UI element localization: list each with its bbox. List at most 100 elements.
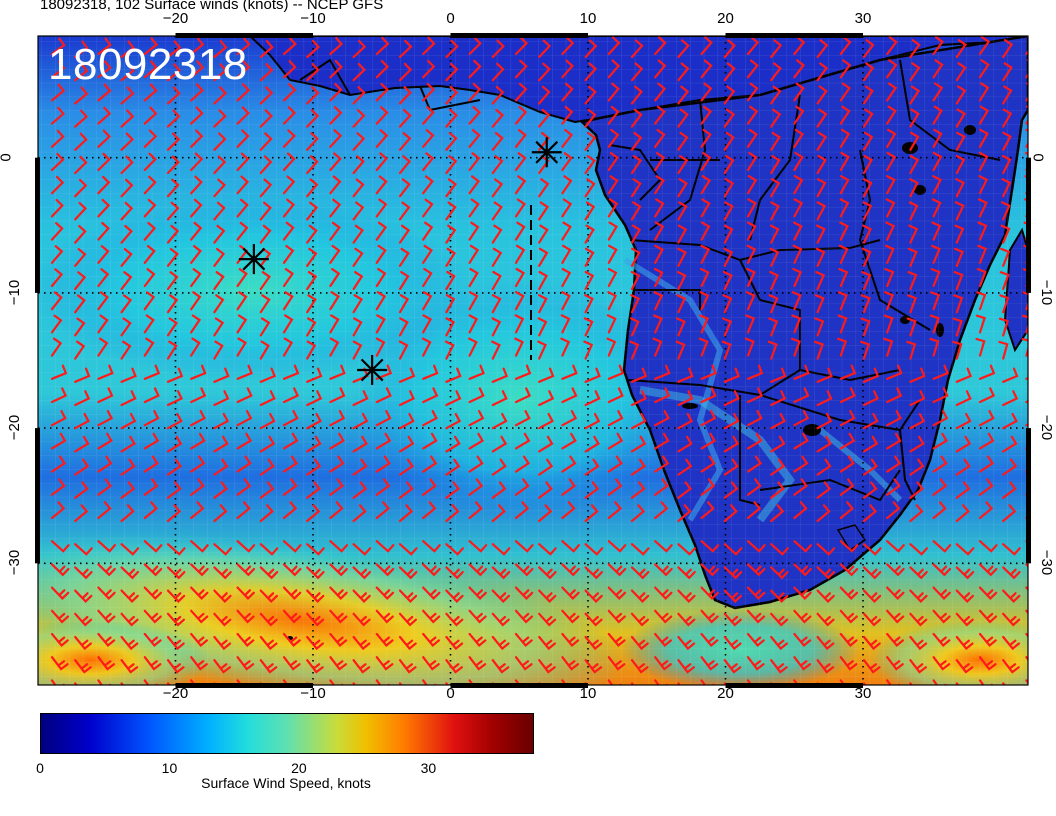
wind-barb — [723, 155, 735, 175]
lon-tick-bottom: −20 — [162, 685, 189, 702]
wind-barb — [259, 40, 274, 59]
wind-barb — [329, 129, 343, 148]
wind-barb — [120, 40, 135, 59]
wind-barb — [282, 455, 299, 473]
wind-barb — [282, 478, 298, 496]
lon-tick-top: 20 — [717, 10, 734, 27]
wind-barb — [746, 128, 758, 148]
wind-barb — [398, 39, 413, 59]
wind-barb — [978, 59, 990, 79]
wind-barb — [236, 656, 255, 671]
wind-barb — [143, 563, 163, 577]
wind-barb — [143, 387, 160, 404]
wind-barb — [538, 39, 552, 59]
wind-barb — [468, 221, 480, 241]
wind-barb — [282, 37, 297, 56]
wind-barb — [584, 270, 595, 291]
wind-barb — [74, 458, 90, 476]
wind-barb — [839, 632, 858, 648]
wind-barb — [677, 201, 688, 221]
wind-barb — [952, 317, 963, 337]
wind-barb — [213, 201, 226, 221]
lat-tick-right: −20 — [1038, 414, 1056, 441]
wind-barb — [422, 540, 441, 553]
wind-barb — [213, 224, 226, 244]
wind-barb — [236, 37, 251, 56]
wind-barb — [561, 152, 573, 172]
wind-barb — [50, 245, 64, 264]
wind-barb — [654, 105, 666, 125]
wind-barb — [514, 501, 530, 520]
wind-barb — [560, 314, 571, 334]
wind-barb — [282, 540, 302, 553]
wind-barb — [1002, 108, 1013, 128]
wind-barb — [561, 501, 576, 520]
wind-barb — [50, 314, 63, 334]
wind-barb — [166, 612, 185, 627]
wind-barb — [97, 314, 109, 334]
wind-barb — [468, 291, 479, 311]
wind-barb — [723, 412, 740, 430]
wind-barb — [120, 390, 137, 407]
wind-barb — [538, 390, 555, 407]
wind-barb — [143, 221, 157, 241]
wind-barb — [282, 586, 302, 600]
wind-barb — [909, 504, 924, 523]
wind-barb — [190, 563, 209, 577]
wind-barb — [654, 364, 671, 380]
wind-barb — [816, 612, 835, 627]
wind-barb — [445, 635, 464, 651]
wind-barb — [607, 432, 624, 450]
wind-barb — [398, 412, 415, 430]
wind-barb — [50, 632, 69, 648]
wind-barb — [236, 291, 248, 311]
wind-barb — [514, 244, 526, 264]
wind-barb — [607, 152, 619, 172]
wind-barb — [839, 540, 859, 553]
wind-barb — [584, 458, 600, 476]
wind-barb — [74, 566, 93, 580]
wind-barb — [352, 294, 364, 314]
wind-barb — [213, 589, 232, 603]
wind-barb — [236, 60, 251, 79]
wind-barb — [306, 504, 321, 523]
wind-barb — [861, 271, 872, 291]
wind-barb — [375, 314, 386, 334]
wind-barb — [375, 83, 389, 102]
wind-barb — [561, 563, 580, 577]
date-stamp: 18092318 — [48, 40, 248, 89]
wind-barb — [445, 178, 457, 198]
wind-barb — [445, 543, 464, 556]
wind-barb — [815, 271, 826, 291]
wind-barb — [955, 62, 967, 82]
wind-barb — [259, 390, 276, 407]
wind-barb — [653, 291, 664, 311]
wind-barb — [954, 224, 965, 244]
wind-barb — [236, 501, 251, 520]
wind-barb — [584, 247, 595, 267]
wind-barb — [491, 458, 507, 476]
wind-barb — [1025, 586, 1028, 591]
wind-barb — [352, 435, 368, 453]
wind-barb — [746, 387, 764, 404]
wind-barb — [143, 245, 156, 264]
wind-barb — [630, 435, 647, 453]
wind-barb — [607, 82, 620, 102]
wind-barb — [886, 563, 905, 577]
wind-barb — [629, 340, 640, 360]
wind-barb — [97, 83, 112, 102]
colorbar-tick: 10 — [161, 760, 178, 776]
wind-barb — [978, 656, 997, 671]
wind-barb — [306, 566, 325, 580]
wind-barb — [306, 543, 325, 556]
wind-barb — [978, 632, 997, 648]
wind-barb — [375, 152, 388, 172]
wind-barb — [723, 390, 740, 407]
wind-barb — [677, 390, 694, 407]
wind-barb — [955, 367, 973, 383]
wind-barb — [468, 540, 488, 553]
wind-barb — [375, 609, 394, 624]
wind-barb — [74, 367, 91, 383]
wind-barb — [491, 435, 508, 453]
wind-barb — [978, 501, 994, 520]
